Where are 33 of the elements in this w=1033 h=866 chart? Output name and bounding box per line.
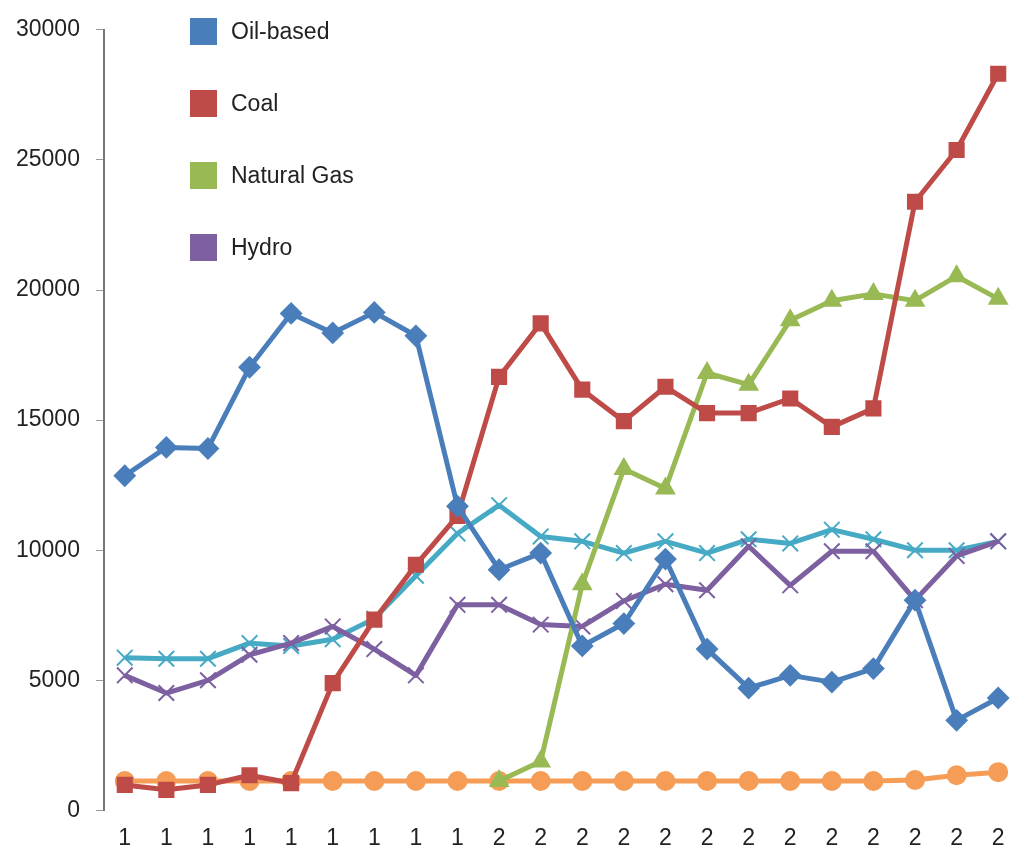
x-tick-label: 1 bbox=[201, 823, 215, 850]
y-tick-label: 10000 bbox=[15, 535, 80, 562]
x-tick-label: 2 bbox=[617, 823, 631, 850]
x-tick-label: 2 bbox=[700, 823, 714, 850]
x-tick-label: 2 bbox=[742, 823, 756, 850]
x-tick-label: 2 bbox=[950, 823, 964, 850]
y-tick-label: 25000 bbox=[15, 145, 80, 172]
y-tick-label: 5000 bbox=[28, 665, 80, 692]
y-tick-label: 0 bbox=[67, 795, 80, 822]
x-tick-label: 1 bbox=[367, 823, 381, 850]
x-tick-label: 2 bbox=[783, 823, 797, 850]
y-tick-label: 30000 bbox=[15, 15, 80, 42]
y-tick-label: 20000 bbox=[15, 275, 80, 302]
x-tick-label: 2 bbox=[534, 823, 548, 850]
x-tick-label: 1 bbox=[243, 823, 256, 850]
legend-label: Hydro bbox=[231, 233, 293, 261]
x-tick-label: 2 bbox=[492, 823, 506, 850]
x-tick-label: 1 bbox=[451, 823, 464, 850]
y-tick-label: 15000 bbox=[15, 405, 80, 432]
x-tick-label: 2 bbox=[659, 823, 672, 850]
x-tick-label: 1 bbox=[284, 823, 298, 850]
x-tick-label: 2 bbox=[991, 823, 1005, 850]
x-tick-label: 2 bbox=[908, 823, 922, 850]
legend-label: Natural Gas bbox=[231, 161, 354, 189]
x-tick-label: 1 bbox=[159, 823, 173, 850]
x-tick-label: 2 bbox=[867, 823, 880, 850]
x-tick-label: 1 bbox=[118, 823, 132, 850]
x-tick-label: 2 bbox=[575, 823, 589, 850]
x-tick-label: 2 bbox=[825, 823, 839, 850]
legend-label: Coal bbox=[231, 89, 279, 117]
legend-label: Oil-based bbox=[231, 17, 330, 45]
x-tick-label: 1 bbox=[326, 823, 340, 850]
x-tick-label: 1 bbox=[409, 823, 423, 850]
